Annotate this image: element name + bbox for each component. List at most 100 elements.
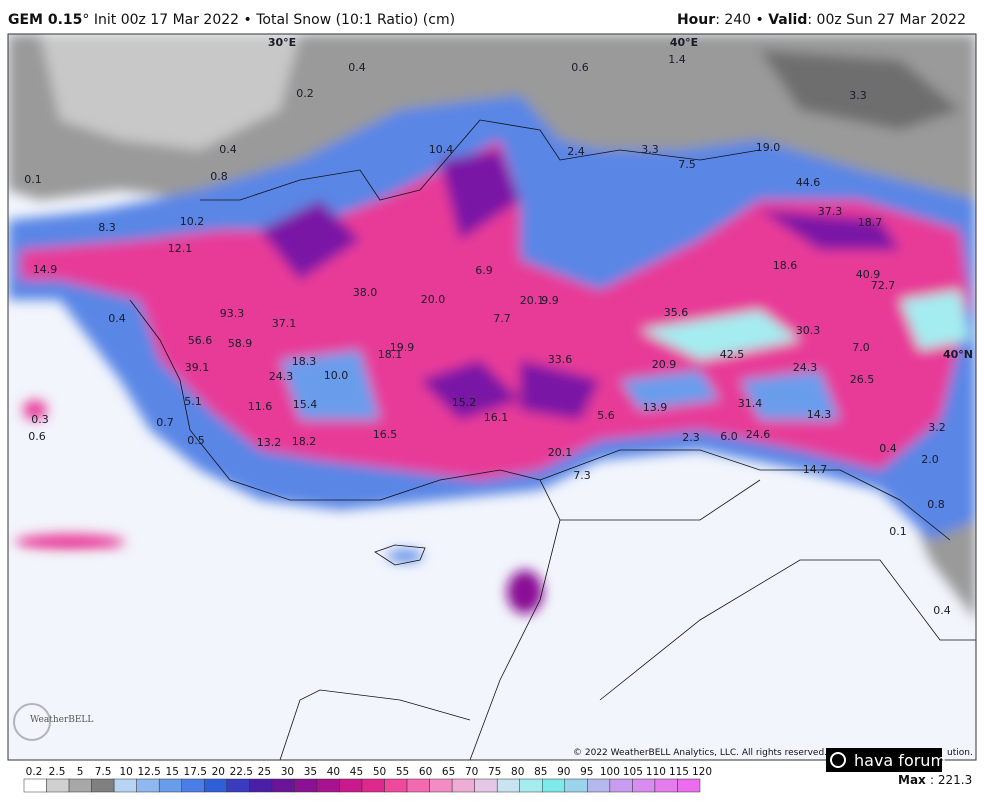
- point-label: 37.3: [818, 205, 843, 218]
- description: ° Init 00z 17 Mar 2022 • Total Snow (10:…: [82, 12, 456, 28]
- point-label: 5.6: [597, 409, 615, 422]
- colorbar-cell: [181, 778, 205, 793]
- point-label: 14.9: [33, 263, 58, 276]
- point-label: 11.6: [248, 400, 273, 413]
- point-label: 0.4: [219, 143, 237, 156]
- point-label: 38.0: [353, 286, 378, 299]
- point-label: 10.4: [429, 143, 454, 156]
- colorbar-cell: [519, 778, 543, 793]
- colorbar-tick: 5: [77, 766, 84, 778]
- point-label: 12.1: [168, 242, 193, 255]
- colorbar-tick: 70: [465, 766, 478, 778]
- point-label: 0.4: [108, 312, 126, 325]
- colorbar-tick: 100: [600, 766, 620, 778]
- point-label: 18.3: [292, 355, 317, 368]
- colorbar-tick: 50: [373, 766, 386, 778]
- header-right: Hour: 240 • Valid: 00z Sun 27 Mar 2022: [677, 12, 966, 28]
- point-label: 44.6: [796, 176, 821, 189]
- colorbar-cell: [474, 778, 498, 793]
- colorbar-cell: [542, 778, 566, 793]
- colorbar-cell: [23, 778, 47, 793]
- point-label: 19.0: [756, 141, 781, 154]
- point-label: 58.9: [228, 337, 253, 350]
- point-label: 31.4: [738, 397, 763, 410]
- grid-label: 30°E: [268, 36, 296, 49]
- point-label: 20.9: [652, 358, 677, 371]
- point-label: 40.9: [856, 268, 881, 281]
- valid-value: : 00z Sun 27 Mar 2022: [807, 12, 966, 28]
- point-label: 30.3: [796, 324, 821, 337]
- point-label: 7.5: [678, 158, 696, 171]
- valid-key: Valid: [768, 12, 808, 28]
- colorbar: 0.2 2.5 5 7.5 10 12.5 15 17.5 20 22.5 25 30 35 40 45 50…: [23, 766, 712, 793]
- colorbar-tick: 12.5: [137, 766, 160, 778]
- point-label: 7.0: [852, 341, 870, 354]
- point-label: 0.4: [348, 61, 366, 74]
- point-label: 42.5: [720, 348, 745, 361]
- colorbar-cell: [271, 778, 295, 793]
- colorbar-cell: [339, 778, 363, 793]
- point-label: 7.3: [573, 469, 591, 482]
- colorbar-cell: [91, 778, 115, 793]
- colorbar-cell: [609, 778, 633, 793]
- colorbar-cell: [451, 778, 475, 793]
- point-label: 18.6: [773, 259, 798, 272]
- model: GEM 0.15: [8, 12, 83, 28]
- colorbar-tick: 90: [557, 766, 570, 778]
- colorbar-tick: 30: [281, 766, 294, 778]
- colorbar-tick: 115: [669, 766, 689, 778]
- point-label: 3.3: [849, 89, 867, 102]
- colorbar-cell: [136, 778, 160, 793]
- point-label: 0.7: [156, 416, 174, 429]
- colorbar-cell: [496, 778, 520, 793]
- point-labels: 0.4 0.6 1.4 3.3 0.2 0.4 0.8 0.1 10.4 2.4 3.3 7.5 19.…: [24, 53, 951, 617]
- hour-key: Hour: [676, 12, 716, 28]
- point-label: 9.9: [541, 294, 559, 307]
- colorbar-cell: [564, 778, 588, 793]
- point-label: 0.8: [210, 170, 228, 183]
- point-label: 37.1: [272, 317, 297, 330]
- colorbar-tick: 22.5: [230, 766, 253, 778]
- point-label: 18.2: [292, 435, 317, 448]
- point-label: 13.9: [643, 401, 668, 414]
- point-label: 14.7: [803, 463, 828, 476]
- colorbar-tick: 40: [327, 766, 340, 778]
- colorbar-tick: 15: [166, 766, 179, 778]
- point-label: 0.3: [31, 413, 49, 426]
- point-label: 15.4: [293, 398, 318, 411]
- point-label: 0.4: [933, 604, 951, 617]
- point-label: 8.3: [98, 221, 116, 234]
- colorbar-tick: 65: [442, 766, 455, 778]
- brand: WeatherBELL: [30, 715, 93, 725]
- colorbar-cell: [68, 778, 92, 793]
- colorbar-tick: 35: [304, 766, 317, 778]
- point-label: 20.0: [421, 293, 446, 306]
- point-label: 20.1: [520, 294, 545, 307]
- colorbar-cell: [654, 778, 678, 793]
- point-label: 1.4: [668, 53, 686, 66]
- colorbar-tick: 20: [212, 766, 225, 778]
- colorbar-cell: [226, 778, 250, 793]
- point-label: 2.3: [682, 431, 700, 444]
- colorbar-tick: 45: [350, 766, 363, 778]
- colorbar-tick: 60: [419, 766, 432, 778]
- point-label: 33.6: [548, 353, 573, 366]
- colorbar-cell: [429, 778, 453, 793]
- colorbar-cell: [46, 778, 70, 793]
- point-label: 15.2: [452, 396, 477, 409]
- point-label: 93.3: [220, 307, 245, 320]
- colorbar-cell: [361, 778, 385, 793]
- point-label: 2.0: [921, 453, 939, 466]
- point-label: 2.4: [567, 145, 585, 158]
- colorbar-tick: 80: [511, 766, 524, 778]
- point-label: 19.9: [390, 341, 415, 354]
- point-label: 16.5: [373, 428, 398, 441]
- colorbar-tick: 95: [580, 766, 593, 778]
- colorbar-tick: 55: [396, 766, 409, 778]
- point-label: 24.6: [746, 428, 771, 441]
- colorbar-tick: 2.5: [49, 766, 66, 778]
- colorbar-tick: 105: [623, 766, 643, 778]
- point-label: 3.2: [928, 421, 946, 434]
- copyright-end: ution.: [947, 748, 973, 758]
